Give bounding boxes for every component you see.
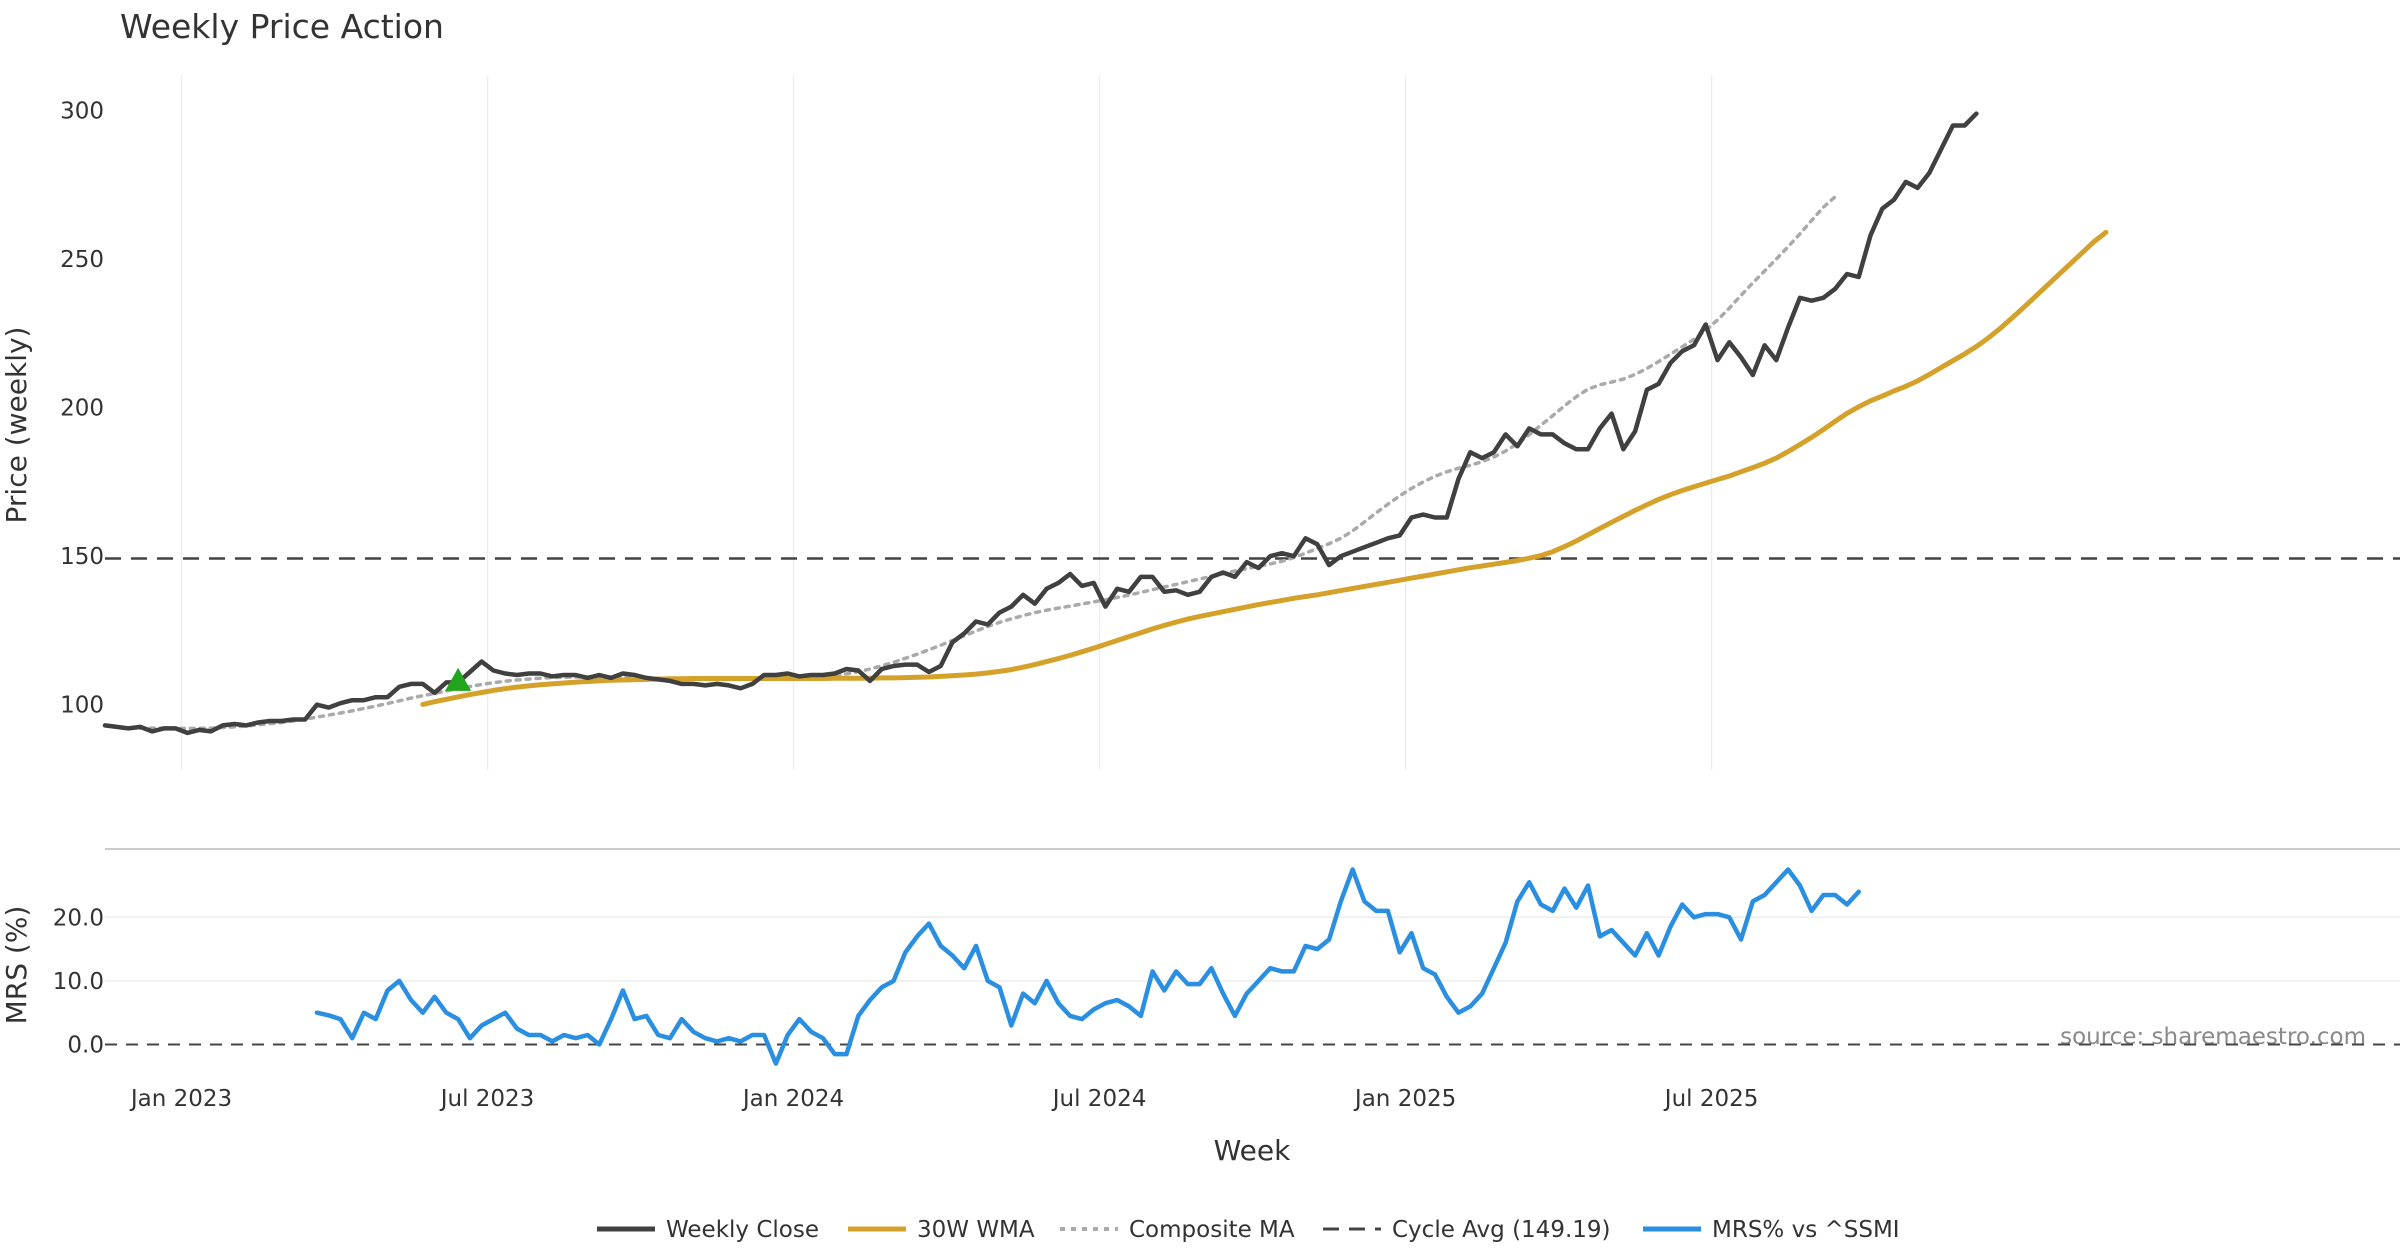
x-tick-label: Jan 2023 [129, 1086, 232, 1112]
price-y-axis-title: Price (weekly) [0, 327, 33, 524]
price-y-tick-label: 150 [60, 544, 104, 570]
weekly-close-line [102, 111, 1979, 736]
mrs-y-tick-label: 0.0 [67, 1033, 104, 1059]
mrs-y-tick-label: 20.0 [53, 905, 104, 931]
price-y-tick-label: 300 [60, 99, 104, 125]
x-tick-label: Jul 2023 [439, 1086, 535, 1112]
x-axis-title: Week [1214, 1134, 1291, 1167]
price-y-tick-label: 100 [60, 693, 104, 719]
source-annotation: source: sharemaestro.com [2060, 1024, 2366, 1050]
legend-label: Composite MA [1129, 1217, 1295, 1243]
price-y-tick-label: 250 [60, 247, 104, 273]
x-tick-label: Jul 2025 [1663, 1086, 1759, 1112]
mrs-vs-ssmi-line [314, 867, 1861, 1066]
vertical-gridlines [180, 75, 1713, 770]
x-tick-label: Jan 2024 [741, 1086, 844, 1112]
chart-title: Weekly Price Action [120, 7, 444, 46]
legend-label: Cycle Avg (149.19) [1392, 1217, 1611, 1243]
price-series-group [102, 111, 2109, 736]
x-tick-labels: Jan 2023 Jul 2023 Jan 2024 Jul 2024 Jan 2025… [129, 1086, 1759, 1112]
mrs-series-group [314, 867, 1861, 1066]
legend-label: Weekly Close [666, 1217, 819, 1243]
mrs-y-tick-labels: 0.0 10.0 20.0 [53, 905, 104, 1058]
x-tick-label: Jan 2025 [1353, 1086, 1456, 1112]
30w-wma-line [420, 229, 2109, 707]
composite-ma-line [138, 195, 1837, 731]
horizontal-gridlines [105, 916, 2400, 982]
buy-signal-marker [445, 667, 472, 691]
x-tick-label: Jul 2024 [1051, 1086, 1147, 1112]
mrs-y-tick-label: 10.0 [53, 969, 104, 995]
legend-label: MRS% vs ^SSMI [1712, 1217, 1900, 1243]
price-y-tick-labels: 100 150 200 250 300 [60, 99, 104, 719]
mrs-y-axis-title: MRS (%) [0, 906, 33, 1025]
price-y-tick-label: 200 [60, 396, 104, 422]
legend: Weekly Close 30W WMA Composite MA Cycle Avg… [597, 1217, 1900, 1243]
legend-label: 30W WMA [917, 1217, 1035, 1243]
